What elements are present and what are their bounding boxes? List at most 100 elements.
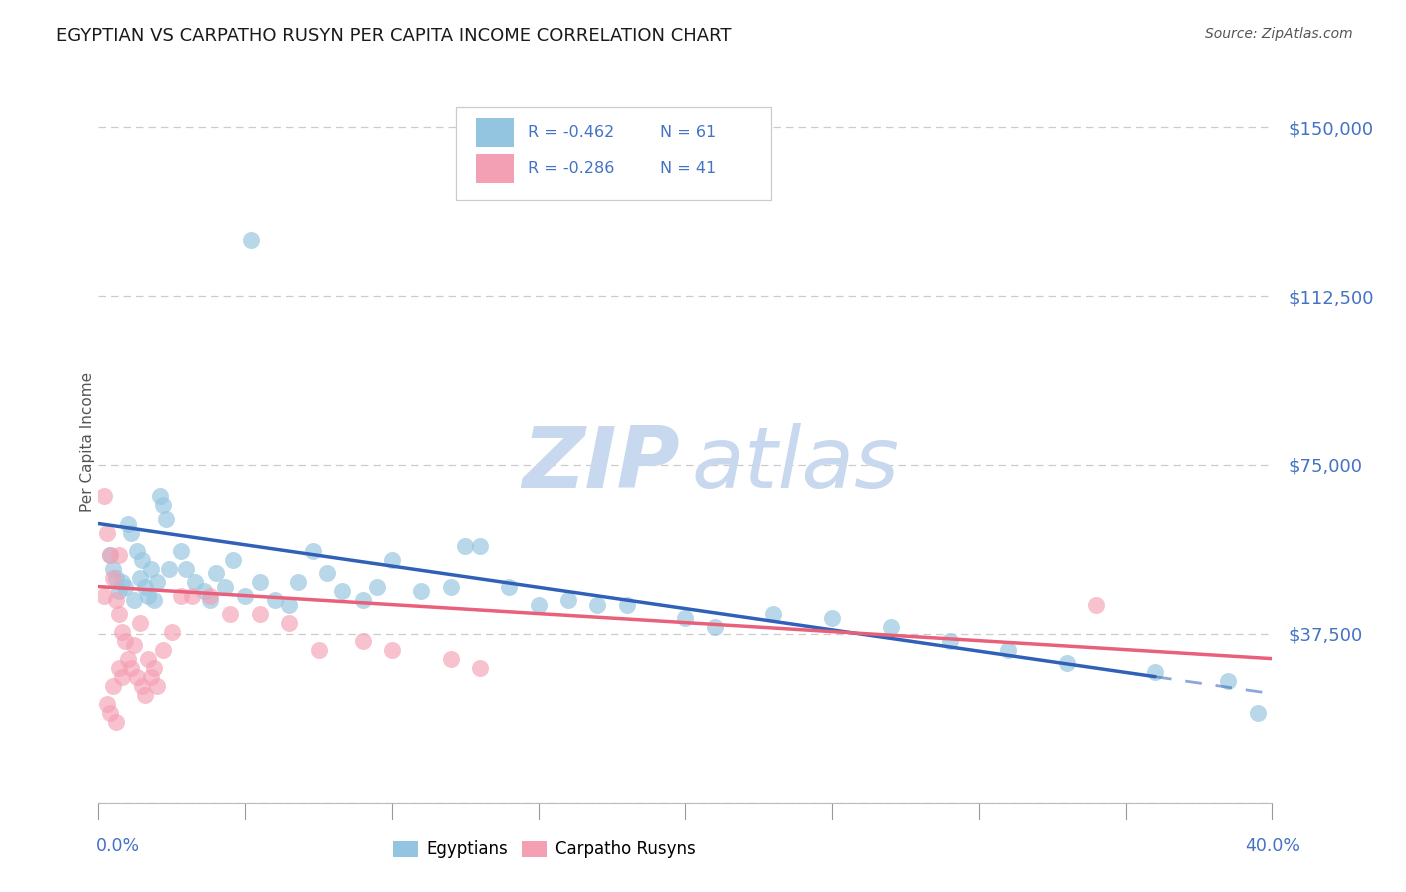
Point <box>249 575 271 590</box>
Text: 40.0%: 40.0% <box>1246 837 1301 855</box>
Point <box>111 670 134 684</box>
Point <box>468 660 491 674</box>
Point <box>157 561 180 575</box>
Point <box>101 561 124 575</box>
Point <box>278 598 301 612</box>
Point <box>111 624 134 639</box>
Point <box>330 584 353 599</box>
Point <box>122 638 145 652</box>
Point <box>468 539 491 553</box>
Point <box>146 679 169 693</box>
Point <box>249 607 271 621</box>
Text: R = -0.286: R = -0.286 <box>529 161 614 176</box>
Text: ZIP: ZIP <box>522 423 679 506</box>
Point <box>136 589 159 603</box>
Text: N = 41: N = 41 <box>659 161 716 176</box>
Point <box>114 633 136 648</box>
Point <box>366 580 388 594</box>
Point <box>134 688 156 702</box>
Point <box>181 589 204 603</box>
Point <box>152 642 174 657</box>
Text: R = -0.462: R = -0.462 <box>529 125 614 140</box>
Point <box>411 584 433 599</box>
Point <box>125 543 148 558</box>
Point <box>263 593 285 607</box>
Point <box>120 525 142 540</box>
Point <box>527 598 550 612</box>
Point <box>131 679 153 693</box>
Point <box>352 633 374 648</box>
Point <box>301 543 323 558</box>
Point <box>381 642 404 657</box>
Point <box>98 706 121 720</box>
Point <box>1247 706 1270 720</box>
Point <box>141 670 163 684</box>
Y-axis label: Per Capita Income: Per Capita Income <box>80 372 94 513</box>
Point <box>108 548 131 562</box>
Point <box>93 589 115 603</box>
Point <box>938 633 960 648</box>
Point <box>675 611 697 625</box>
Point <box>1085 598 1108 612</box>
Point <box>233 589 256 603</box>
Point <box>93 490 115 504</box>
Point <box>278 615 301 630</box>
Point <box>114 580 136 594</box>
Text: atlas: atlas <box>692 423 900 506</box>
Point <box>198 593 221 607</box>
Text: N = 61: N = 61 <box>659 125 716 140</box>
Legend: Egyptians, Carpatho Rusyns: Egyptians, Carpatho Rusyns <box>387 834 703 865</box>
Point <box>108 607 131 621</box>
Point <box>214 580 236 594</box>
Point <box>117 516 139 531</box>
Point <box>880 620 903 634</box>
Point <box>101 571 124 585</box>
FancyBboxPatch shape <box>477 118 515 147</box>
Point <box>98 548 121 562</box>
Point <box>1056 656 1078 670</box>
Point <box>222 552 245 566</box>
Point <box>169 589 191 603</box>
Point <box>439 580 461 594</box>
Point <box>155 512 177 526</box>
Point <box>122 593 145 607</box>
Point <box>143 660 166 674</box>
Point <box>98 548 121 562</box>
Point <box>146 575 169 590</box>
Point <box>193 584 215 599</box>
Point <box>703 620 725 634</box>
Point <box>105 571 128 585</box>
Point <box>108 660 131 674</box>
Point <box>184 575 207 590</box>
Point <box>131 552 153 566</box>
Point <box>316 566 339 580</box>
Point <box>128 571 150 585</box>
Point <box>454 539 477 553</box>
Point <box>120 660 142 674</box>
Point <box>586 598 609 612</box>
Point <box>287 575 309 590</box>
Point <box>997 642 1019 657</box>
Point <box>381 552 404 566</box>
Point <box>134 580 156 594</box>
FancyBboxPatch shape <box>477 154 515 183</box>
Point <box>821 611 844 625</box>
FancyBboxPatch shape <box>457 107 770 200</box>
Point <box>111 575 134 590</box>
Point <box>136 651 159 665</box>
Point <box>198 589 221 603</box>
Point <box>143 593 166 607</box>
Point <box>616 598 638 612</box>
Point <box>240 233 263 247</box>
Point <box>1218 674 1240 689</box>
Point <box>105 714 128 729</box>
Point <box>149 490 172 504</box>
Point <box>557 593 579 607</box>
Point <box>108 584 131 599</box>
Point <box>439 651 461 665</box>
Point <box>352 593 374 607</box>
Point <box>125 670 148 684</box>
Point <box>128 615 150 630</box>
Point <box>308 642 330 657</box>
Point <box>141 561 163 575</box>
